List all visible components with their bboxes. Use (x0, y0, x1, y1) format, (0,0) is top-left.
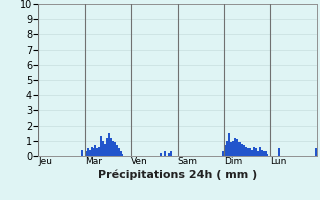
Bar (168, 153, 170, 156)
Bar (241, 144, 243, 156)
Bar (234, 138, 236, 156)
Bar (118, 148, 120, 156)
Bar (251, 150, 253, 156)
Bar (239, 142, 241, 156)
Bar (120, 151, 122, 156)
Bar (81, 150, 83, 156)
Bar (265, 151, 267, 156)
Bar (259, 147, 261, 156)
Bar (226, 141, 228, 156)
Bar (87, 148, 89, 156)
Bar (112, 141, 114, 156)
Bar (236, 139, 237, 156)
Bar (94, 145, 96, 156)
Bar (160, 153, 162, 156)
Bar (89, 150, 91, 156)
Bar (247, 148, 249, 156)
Bar (267, 154, 268, 156)
Bar (261, 150, 263, 156)
Bar (255, 148, 257, 156)
Bar (315, 148, 317, 156)
Bar (224, 145, 226, 156)
Bar (91, 147, 92, 156)
Bar (110, 138, 112, 156)
Bar (106, 138, 108, 156)
Bar (263, 151, 265, 156)
Bar (230, 142, 232, 156)
Bar (122, 154, 124, 156)
Bar (228, 133, 230, 156)
Bar (243, 145, 245, 156)
Bar (164, 151, 166, 156)
Bar (114, 142, 116, 156)
Bar (222, 151, 224, 156)
Bar (253, 147, 255, 156)
Bar (116, 145, 118, 156)
Bar (96, 148, 98, 156)
Bar (100, 136, 102, 156)
Bar (102, 141, 104, 156)
Bar (245, 147, 247, 156)
X-axis label: Précipitations 24h ( mm ): Précipitations 24h ( mm ) (98, 169, 257, 180)
Bar (98, 147, 100, 156)
Bar (249, 148, 251, 156)
Bar (257, 151, 259, 156)
Bar (92, 148, 94, 156)
Bar (170, 151, 172, 156)
Bar (232, 141, 234, 156)
Bar (104, 144, 106, 156)
Bar (85, 151, 87, 156)
Bar (237, 142, 239, 156)
Bar (278, 148, 280, 156)
Bar (108, 133, 110, 156)
